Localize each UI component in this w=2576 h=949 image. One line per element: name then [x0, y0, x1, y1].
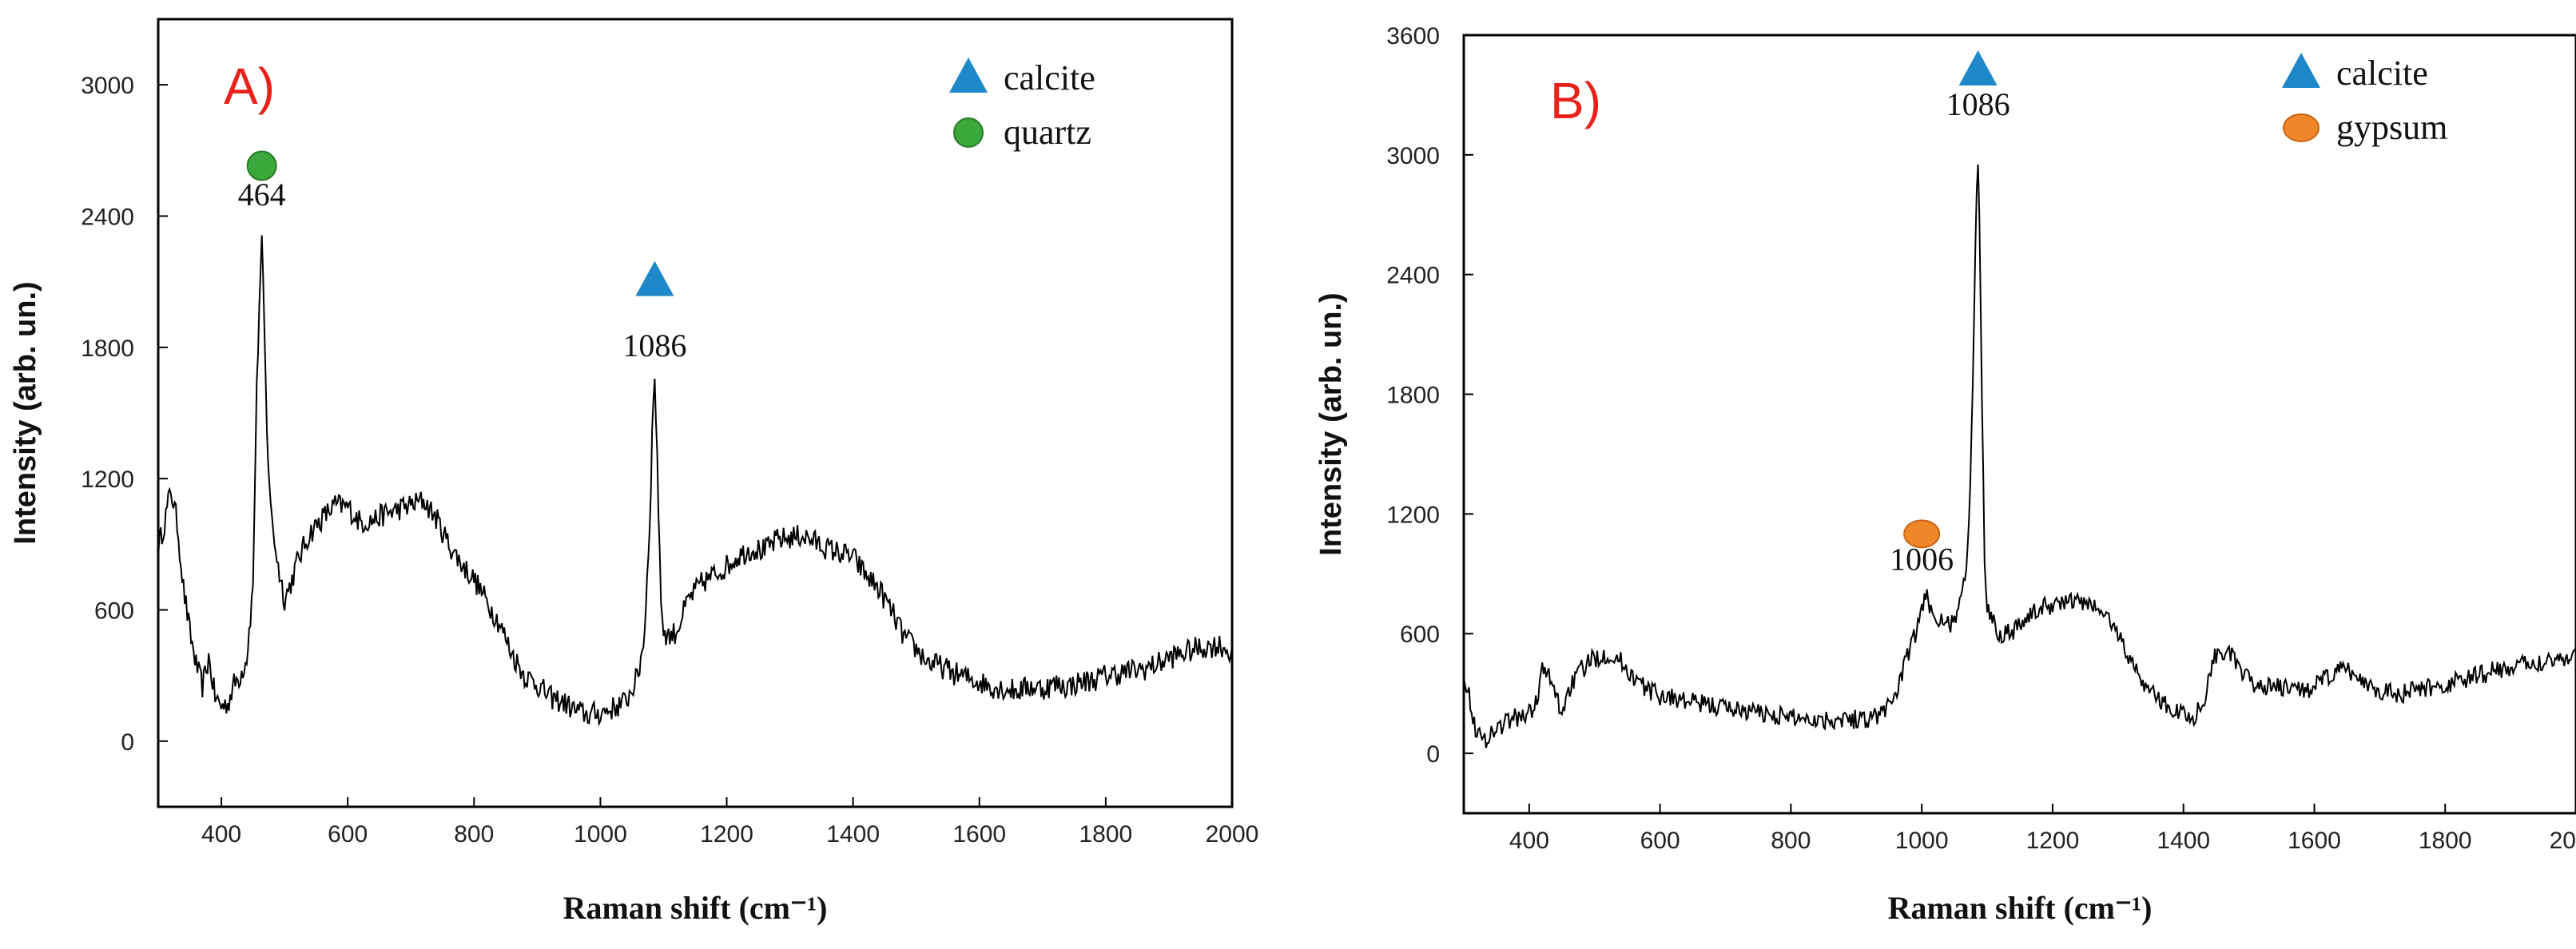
x-tick-label: 1200 [700, 821, 753, 848]
peak-marker-triangle [635, 260, 674, 296]
legend-marker-triangle [949, 58, 988, 93]
peak-label: 1006 [1890, 541, 1954, 577]
chart-panel-a: 400 600 800 1000 1200 1400 1600 1800 2000 0 600 120… [9, 18, 1259, 926]
y-tick-label: 0 [121, 729, 134, 756]
spectrum-line [1463, 164, 2576, 748]
y-tick-label: 1800 [1386, 383, 1440, 409]
plot-frame [157, 18, 1234, 808]
legend-label: calcite [2336, 54, 2428, 93]
y-tick-label: 3000 [81, 73, 134, 99]
y-tick-label: 3600 [1386, 23, 1440, 50]
legend-label: quartz [1004, 113, 1091, 152]
y-tick-label: 0 [1426, 741, 1440, 768]
x-tick-label: 800 [454, 821, 494, 848]
x-tick-label: 2000 [2550, 828, 2576, 854]
x-tick-label: 1800 [2419, 828, 2472, 854]
plot-frame [1462, 34, 2576, 815]
legend-marker-ellipse [2283, 113, 2320, 142]
peak-marker-ellipse [1903, 519, 1941, 549]
x-tick-label: 1000 [574, 821, 627, 848]
x-tick-label: 600 [328, 821, 368, 848]
y-tick-label: 1800 [81, 336, 134, 362]
y-tick-label: 600 [1400, 621, 1440, 648]
x-tick-label: 400 [201, 821, 241, 848]
chart-panel-b: 400 600 800 1000 1200 1400 1600 1800 2000 0 600 120… [1314, 23, 2576, 926]
x-tick-label: 1400 [2157, 828, 2210, 854]
y-tick-label: 2400 [1386, 263, 1440, 289]
y-axis-title: Intensity (arb. un.) [9, 281, 42, 544]
legend-label: calcite [1004, 58, 1095, 97]
legend-marker-triangle [2282, 53, 2320, 88]
y-tick-label: 1200 [1386, 502, 1440, 528]
peak-marker-triangle [1958, 50, 1998, 85]
legend-marker-circle [953, 117, 984, 148]
x-tick-label: 1000 [1895, 828, 1949, 854]
x-tick-label: 600 [1640, 828, 1680, 854]
x-axis-title: Raman shift (cm⁻¹) [563, 890, 828, 926]
spectrum-line [157, 235, 1233, 727]
x-tick-label: 400 [1509, 828, 1549, 854]
x-tick-label: 1400 [826, 821, 880, 848]
y-tick-label: 600 [94, 598, 134, 625]
x-tick-label: 1800 [1079, 821, 1133, 848]
legend-label: gypsum [2336, 108, 2447, 147]
y-tick-label: 3000 [1386, 143, 1440, 169]
panel-label: B) [1550, 72, 1601, 129]
y-axis-title: Intensity (arb. un.) [1314, 292, 1348, 555]
y-tick-label: 1200 [81, 467, 134, 493]
x-tick-label: 800 [1771, 828, 1811, 854]
peak-label: 464 [238, 177, 286, 212]
peak-label: 1086 [622, 328, 686, 363]
x-tick-label: 2000 [1206, 821, 1259, 848]
x-tick-label: 1600 [2288, 828, 2341, 854]
peak-label: 1086 [1946, 86, 2010, 122]
y-tick-label: 2400 [81, 204, 134, 231]
x-tick-label: 1600 [952, 821, 1006, 848]
x-tick-label: 1200 [2026, 828, 2080, 854]
panel-label: A) [224, 58, 275, 115]
x-axis-title: Raman shift (cm⁻¹) [1888, 890, 2153, 926]
peak-marker-circle [246, 150, 277, 181]
